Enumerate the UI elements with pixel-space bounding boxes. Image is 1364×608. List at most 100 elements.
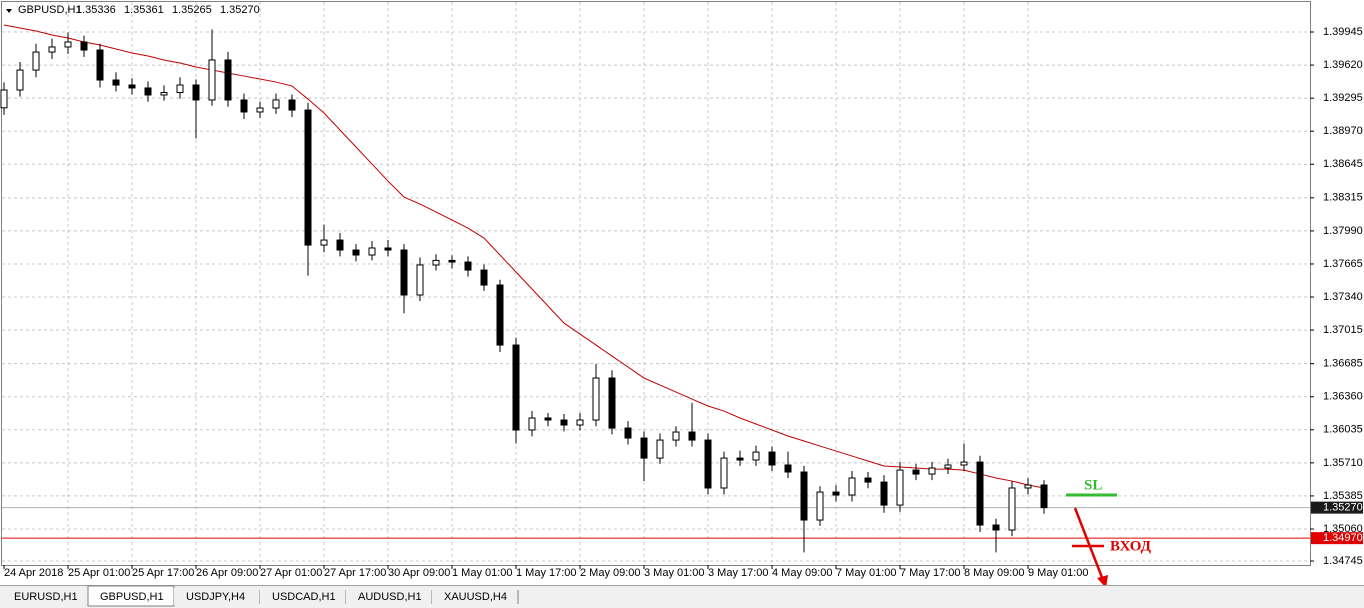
y-tick-label: 1.37990 [1323,225,1363,237]
candle-body [464,261,472,271]
candle-body [528,417,536,431]
price-tag [1311,501,1363,514]
menu-arrow[interactable] [6,9,12,13]
y-tick-label: 1.39295 [1323,92,1363,104]
x-tick-label: 8 May 09:00 [964,567,1025,579]
y-tick-label: 1.37015 [1323,324,1363,336]
candle-body [336,239,344,251]
x-tick-label: 1 May 17:00 [516,567,577,579]
candle-body [144,87,152,96]
header-price: 1.35265 [172,4,212,16]
y-tick-label: 1.39620 [1323,59,1363,71]
tab-label[interactable]: USDCAD,H1 [272,591,336,603]
candle-body [672,431,680,441]
candle-body [288,99,296,111]
x-tick-label: 2 May 09:00 [580,567,641,579]
candle-body [368,247,376,256]
y-tick-label: 1.38970 [1323,125,1363,137]
y-tick-label: 1.35385 [1323,490,1363,502]
header-price: 1.35361 [124,4,164,16]
price-tag [1311,532,1363,545]
y-tick-label: 1.38645 [1323,158,1363,170]
candle-body [96,49,104,81]
candle-body [208,59,216,101]
symbol: GBPUSD,H1 [18,4,82,16]
y-tick-label: 1.36360 [1323,391,1363,403]
candle-body [16,69,24,91]
candle-body [864,477,872,483]
y-tick-label: 1.35060 [1323,523,1363,535]
candle-body [720,457,728,489]
tab[interactable] [432,588,518,605]
candle-body [272,99,280,109]
candle-body [880,481,888,506]
candle-body [304,109,312,246]
candle-body [400,249,408,296]
candle-body [176,84,184,94]
candle-body [416,264,424,296]
candle-body [768,451,776,466]
y-tick-label: 1.37665 [1323,258,1363,270]
candle-body [992,524,1000,531]
x-tick-label: 27 Apr 17:00 [324,567,386,579]
candle-body [512,344,520,431]
tab-label[interactable]: GBPUSD,H1 [100,591,164,603]
entry-arrow [1073,507,1105,581]
candle-body [800,471,808,521]
candle-body [976,461,984,526]
x-tick-label: 27 Apr 01:00 [260,567,322,579]
candle-body [496,284,504,346]
candle-body [736,457,744,461]
candle-body [1024,484,1032,489]
x-tick-label: 4 May 09:00 [772,567,833,579]
candle-body [944,464,952,469]
candle-body [224,59,232,101]
tab-label[interactable]: XAUUSD,H4 [444,591,507,603]
tab[interactable] [174,588,260,605]
tab[interactable] [346,588,432,605]
candle-body [160,92,168,96]
candle-body [960,461,968,466]
x-tick-label: 3 May 01:00 [644,567,705,579]
candle-body [352,249,360,256]
x-tick-label: 9 May 01:00 [1028,567,1089,579]
candle-body [256,107,264,113]
price-tag-label: 1.34970 [1323,532,1363,544]
candle-body [320,239,328,246]
tabs: EURUSD,H1 GBPUSD,H1 USDJPY,H4 USDCAD,H1 AUDU… [2,585,519,607]
candle-body [576,419,584,426]
tab-label[interactable]: USDJPY,H4 [186,591,245,603]
tab[interactable] [2,588,88,605]
x-tick-label: 1 May 01:00 [452,567,513,579]
candle-body [704,439,712,489]
candle-body [816,491,824,521]
sl-label: SL [1084,477,1102,493]
candle-body [1040,484,1048,509]
candle-body [832,491,840,496]
tab[interactable] [260,588,346,605]
candle-body [432,259,440,266]
candle-body [544,417,552,421]
plot-frame [1,1,1311,566]
candle-body [0,89,8,109]
x-tick-label: 30 Apr 09:00 [388,567,450,579]
arrow-head [1097,575,1108,588]
y-tick-label: 1.35710 [1323,457,1363,469]
candle-body [656,439,664,459]
candle-body [784,464,792,473]
candle-body [192,84,200,101]
tab-label[interactable]: EURUSD,H1 [14,591,78,603]
candle-body [112,79,120,86]
plot [0,24,1310,553]
tab-label[interactable]: AUDUSD,H1 [358,591,422,603]
candle-body [560,419,568,426]
candle-body [128,84,136,89]
header-price: 1.35336 [76,4,116,16]
x-tick-label: 26 Apr 09:00 [196,567,258,579]
candle-body [896,469,904,506]
x-tick-label: 7 May 01:00 [836,567,897,579]
candle-body [640,437,648,459]
y-tick-label: 1.36685 [1323,358,1363,370]
candle-body [240,99,248,113]
